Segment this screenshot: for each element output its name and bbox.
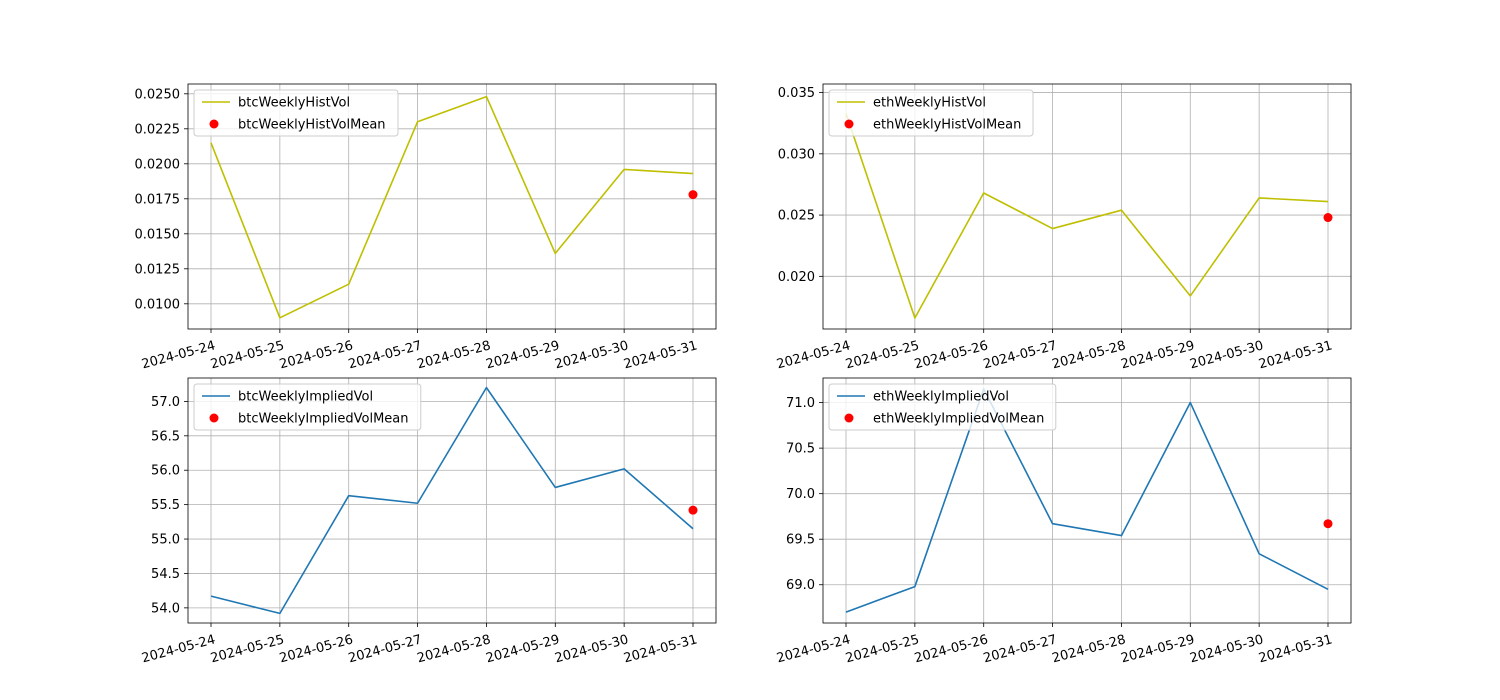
y-tick-label: 55.0 (151, 533, 180, 548)
series-line (210, 386, 694, 615)
legend-label-series: ethWeeklyHistVol (873, 96, 986, 111)
legend: btcWeeklyImpliedVol btcWeeklyImpliedVolMe… (193, 383, 422, 431)
legend-label-mean: btcWeeklyHistVolMean (238, 118, 386, 133)
legend-box (193, 383, 422, 431)
mean-marker (688, 190, 698, 200)
legend-box (828, 383, 1057, 431)
mean-marker (1323, 519, 1333, 529)
axes-frame (187, 83, 717, 330)
legend-label-mean: ethWeeklyImpliedVolMean (873, 412, 1044, 427)
legend-box (828, 89, 1034, 137)
legend: ethWeeklyImpliedVol ethWeeklyImpliedVolMe… (828, 383, 1057, 431)
legend-marker-swatch (209, 119, 219, 129)
y-tick-label: 0.0125 (135, 262, 181, 277)
legend-label-series: ethWeeklyImpliedVol (873, 390, 1009, 405)
series-line (845, 113, 1329, 319)
legend-label-series: btcWeeklyImpliedVol (238, 390, 373, 405)
mean-marker (688, 505, 698, 515)
axes-frame (187, 377, 717, 624)
y-tick-label: 56.5 (151, 429, 180, 444)
y-tick-label: 0.020 (778, 270, 815, 285)
legend: ethWeeklyHistVol ethWeeklyHistVolMean (828, 89, 1034, 137)
series-line (845, 388, 1329, 613)
y-tick-label: 69.0 (786, 578, 815, 593)
y-tick-label: 0.0200 (135, 157, 181, 172)
legend-marker-swatch (844, 119, 854, 129)
y-tick-label: 70.0 (786, 487, 815, 502)
axes-frame (822, 83, 1352, 330)
legend: btcWeeklyHistVol btcWeeklyHistVolMean (193, 89, 399, 137)
legend-label-mean: ethWeeklyHistVolMean (873, 118, 1021, 133)
y-tick-label: 69.5 (786, 533, 815, 548)
y-tick-label: 70.5 (786, 442, 815, 457)
series-line (210, 95, 694, 319)
y-tick-label: 0.025 (778, 209, 815, 224)
axes-frame (822, 377, 1352, 624)
y-tick-label: 56.0 (151, 464, 180, 479)
legend-label-mean: btcWeeklyImpliedVolMean (238, 412, 409, 427)
legend-label-series: btcWeeklyHistVol (238, 96, 350, 111)
y-tick-label: 0.0175 (135, 192, 181, 207)
mean-marker (1323, 213, 1333, 223)
legend-marker-swatch (844, 413, 854, 423)
y-tick-label: 71.0 (786, 396, 815, 411)
y-tick-label: 54.5 (151, 567, 180, 582)
legend-marker-swatch (209, 413, 219, 423)
legend-box (193, 89, 399, 137)
y-tick-label: 0.0225 (135, 122, 181, 137)
y-tick-label: 0.0250 (135, 87, 181, 102)
y-tick-label: 0.035 (778, 86, 815, 101)
y-tick-label: 0.030 (778, 147, 815, 162)
y-tick-label: 54.0 (151, 601, 180, 616)
y-tick-label: 55.5 (151, 498, 180, 513)
y-tick-label: 0.0100 (135, 297, 181, 312)
y-tick-label: 0.0150 (135, 227, 181, 242)
y-tick-label: 57.0 (151, 395, 180, 410)
